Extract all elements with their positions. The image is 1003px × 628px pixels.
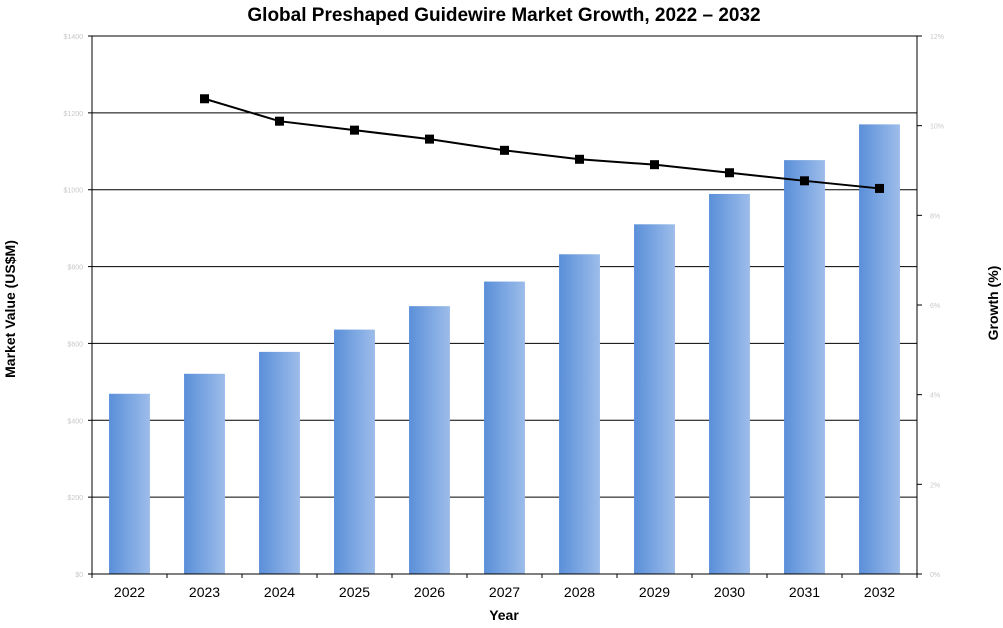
- y-tick-label: $400: [67, 418, 83, 425]
- y2-tick-label: 6%: [930, 303, 940, 310]
- growth-marker-2027: [500, 145, 509, 155]
- growth-line: [204, 97, 880, 190]
- y-tick-label: $1200: [64, 111, 84, 118]
- y-tick-label: $0: [75, 572, 83, 579]
- x-tick-label: 2028: [564, 584, 595, 600]
- x-tick-label: 2031: [789, 584, 820, 600]
- y2-tick-label: 2%: [930, 482, 940, 489]
- bar-2027: [484, 281, 525, 574]
- bar-2032: [859, 124, 900, 574]
- growth-marker-2026: [425, 134, 434, 144]
- y-tick-label: $800: [67, 265, 83, 272]
- x-axis-title: Year: [489, 607, 519, 623]
- growth-marker-2031: [800, 176, 809, 186]
- y-tick-label: $1400: [64, 34, 84, 41]
- y2-tick-label: 4%: [930, 393, 940, 400]
- bar-2025: [334, 329, 375, 574]
- growth-marker-2025: [350, 125, 359, 135]
- x-tick-label: 2026: [414, 584, 445, 600]
- y-tick-label: $1000: [64, 188, 84, 195]
- growth-marker-2024: [275, 116, 284, 126]
- y-tick-label: $600: [67, 341, 83, 348]
- bar-2031: [784, 160, 825, 575]
- axes: [88, 35, 922, 578]
- y2-tick-label: 12%: [930, 34, 944, 41]
- chart-title: Global Preshaped Guidewire Market Growth…: [247, 5, 760, 26]
- bar-2022: [109, 393, 150, 574]
- growth-marker-2030: [725, 168, 734, 178]
- growth-marker-2023: [200, 94, 209, 104]
- growth-marker-2032: [875, 183, 884, 193]
- bar-series: [109, 124, 900, 575]
- x-tick-label: 2032: [864, 584, 895, 600]
- y-axis-title: Market Value (US$M): [2, 240, 18, 378]
- x-tick-label: 2023: [189, 584, 220, 600]
- y2-tick-label: 8%: [930, 213, 940, 220]
- growth-line-series: [200, 94, 884, 193]
- x-tick-label: 2022: [114, 584, 145, 600]
- x-tick-label: 2027: [489, 584, 520, 600]
- x-tick-label: 2030: [714, 584, 745, 600]
- bar-2026: [409, 306, 450, 574]
- bar-2028: [559, 254, 600, 574]
- growth-marker-2029: [650, 160, 659, 170]
- y2-axis-title: Growth (%): [985, 266, 1001, 341]
- x-tick-label: 2029: [639, 584, 670, 600]
- y2-tick-label: 10%: [930, 124, 944, 131]
- y2-tick-label: 0%: [930, 572, 940, 579]
- x-tick-label: 2025: [339, 584, 370, 600]
- bar-2024: [259, 351, 300, 574]
- bar-2023: [184, 373, 225, 574]
- bar-2029: [634, 224, 675, 575]
- x-tick-label: 2024: [264, 584, 295, 600]
- growth-marker-2028: [575, 154, 584, 164]
- bar-2030: [709, 193, 750, 575]
- tick-labels: $0 $200 $400 $600 $800 $1000 $1200 $1400 0% 2% 4% 6…: [64, 34, 944, 600]
- y-tick-label: $200: [67, 495, 83, 502]
